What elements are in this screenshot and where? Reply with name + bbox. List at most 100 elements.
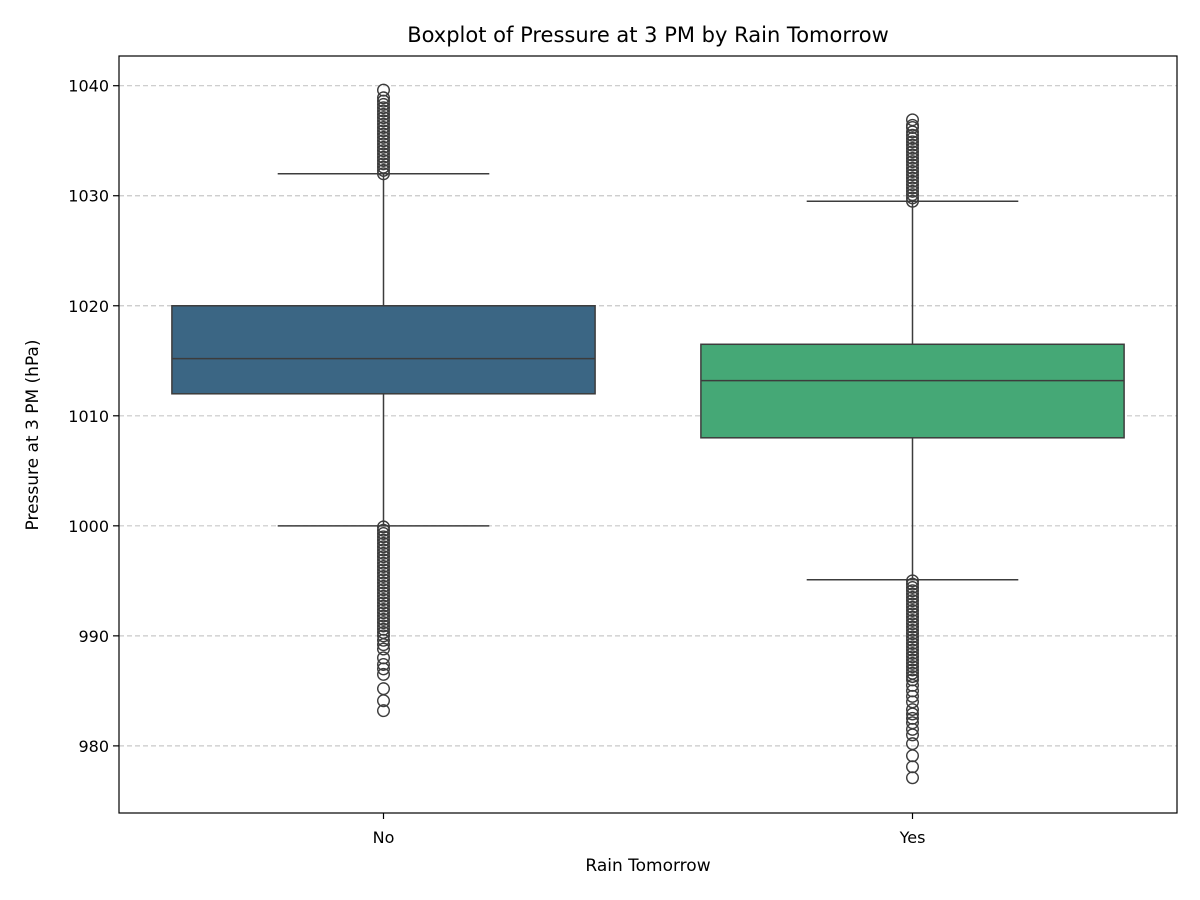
outlier-point-yes	[906, 158, 920, 172]
outlier-point-yes	[906, 722, 920, 736]
outlier-point-no	[377, 589, 391, 603]
box-layer	[171, 83, 1125, 785]
outlier-point-yes	[906, 574, 920, 588]
outlier-point-yes	[906, 653, 920, 667]
outlier-point-no	[377, 140, 391, 154]
outlier-point-yes	[906, 620, 920, 634]
outlier-point-yes	[906, 670, 920, 684]
y-axis-label: Pressure at 3 PM (hPa)	[23, 340, 43, 531]
outlier-point-yes	[906, 155, 920, 169]
outlier-point-no	[377, 563, 391, 577]
outlier-point-no	[377, 633, 391, 647]
outlier-point-yes	[906, 610, 920, 624]
outlier-point-yes	[906, 640, 920, 654]
outlier-point-no	[377, 160, 391, 174]
outlier-point-no	[377, 134, 391, 148]
outlier-point-no	[377, 91, 391, 105]
outlier-point-yes	[906, 191, 920, 205]
outlier-point-yes	[906, 590, 920, 604]
outlier-point-no	[377, 553, 391, 567]
outlier-point-yes	[906, 613, 920, 627]
outlier-point-no	[377, 612, 391, 626]
outlier-point-no	[377, 530, 391, 544]
outlier-point-yes	[906, 113, 920, 127]
outlier-point-no	[377, 560, 391, 574]
outlier-point-no	[377, 657, 391, 671]
outlier-point-no	[377, 694, 391, 708]
outlier-point-yes	[906, 135, 920, 149]
outlier-point-yes	[906, 604, 920, 618]
outlier-point-yes	[906, 118, 920, 132]
outlier-point-yes	[906, 577, 920, 591]
outlier-point-yes	[906, 646, 920, 660]
outlier-point-no	[377, 167, 391, 181]
outlier-point-no	[377, 602, 391, 616]
outlier-point-no	[377, 586, 391, 600]
outlier-point-no	[377, 667, 391, 681]
y-tick-label-1040: 1040	[68, 77, 109, 96]
outlier-point-yes	[906, 600, 920, 614]
outlier-point-yes	[906, 643, 920, 657]
outlier-point-no	[377, 137, 391, 151]
outlier-point-yes	[906, 184, 920, 198]
outlier-point-yes	[906, 138, 920, 152]
outlier-point-no	[377, 523, 391, 537]
outlier-point-yes	[906, 637, 920, 651]
outlier-point-yes	[906, 656, 920, 670]
outlier-point-yes	[906, 597, 920, 611]
outlier-point-no	[377, 144, 391, 158]
outlier-point-no	[377, 599, 391, 613]
outlier-point-no	[377, 566, 391, 580]
outlier-point-no	[377, 579, 391, 593]
outlier-point-yes	[906, 660, 920, 674]
outlier-point-no	[377, 609, 391, 623]
outlier-point-no	[377, 629, 391, 643]
outlier-point-no	[377, 583, 391, 597]
outlier-point-no	[377, 662, 391, 676]
box-yes	[700, 343, 1125, 439]
outlier-point-yes	[906, 194, 920, 208]
outlier-point-yes	[906, 181, 920, 195]
outlier-point-no	[377, 638, 391, 652]
outlier-point-no	[377, 121, 391, 135]
outlier-point-yes	[906, 165, 920, 179]
outlier-point-no	[377, 593, 391, 607]
outlier-point-no	[377, 606, 391, 620]
outlier-point-no	[377, 546, 391, 560]
outlier-point-yes	[906, 148, 920, 162]
outlier-point-no	[377, 163, 391, 177]
outlier-point-yes	[906, 128, 920, 142]
outlier-point-yes	[906, 174, 920, 188]
outlier-point-no	[377, 536, 391, 550]
outlier-point-yes	[906, 707, 920, 721]
outlier-point-no	[377, 569, 391, 583]
x-tick-label-no: No	[373, 828, 395, 847]
outlier-point-yes	[906, 703, 920, 717]
outlier-point-yes	[906, 594, 920, 608]
outlier-point-no	[377, 111, 391, 125]
outlier-point-no	[377, 704, 391, 718]
outlier-point-yes	[906, 580, 920, 594]
outlier-point-no	[377, 150, 391, 164]
outlier-point-no	[377, 527, 391, 541]
outlier-point-no	[377, 114, 391, 128]
box-group-yes	[700, 113, 1125, 785]
chart-title: Boxplot of Pressure at 3 PM by Rain Tomo…	[407, 23, 889, 47]
outlier-point-yes	[906, 168, 920, 182]
outlier-point-yes	[906, 188, 920, 202]
outlier-point-no	[377, 576, 391, 590]
box-no	[171, 305, 596, 395]
outlier-point-no	[377, 130, 391, 144]
outlier-point-yes	[906, 689, 920, 703]
outlier-point-no	[377, 157, 391, 171]
outlier-point-no	[377, 616, 391, 630]
outlier-point-no	[377, 101, 391, 115]
outlier-point-no	[377, 619, 391, 633]
outlier-point-no	[377, 642, 391, 656]
plot-frame	[118, 55, 1178, 814]
y-tick-label-990: 990	[78, 627, 109, 646]
outlier-point-yes	[906, 584, 920, 598]
outlier-point-yes	[906, 141, 920, 155]
axes-layer: 980 990 1000 1010 1020 1030 1040 No Yes	[68, 55, 1178, 847]
